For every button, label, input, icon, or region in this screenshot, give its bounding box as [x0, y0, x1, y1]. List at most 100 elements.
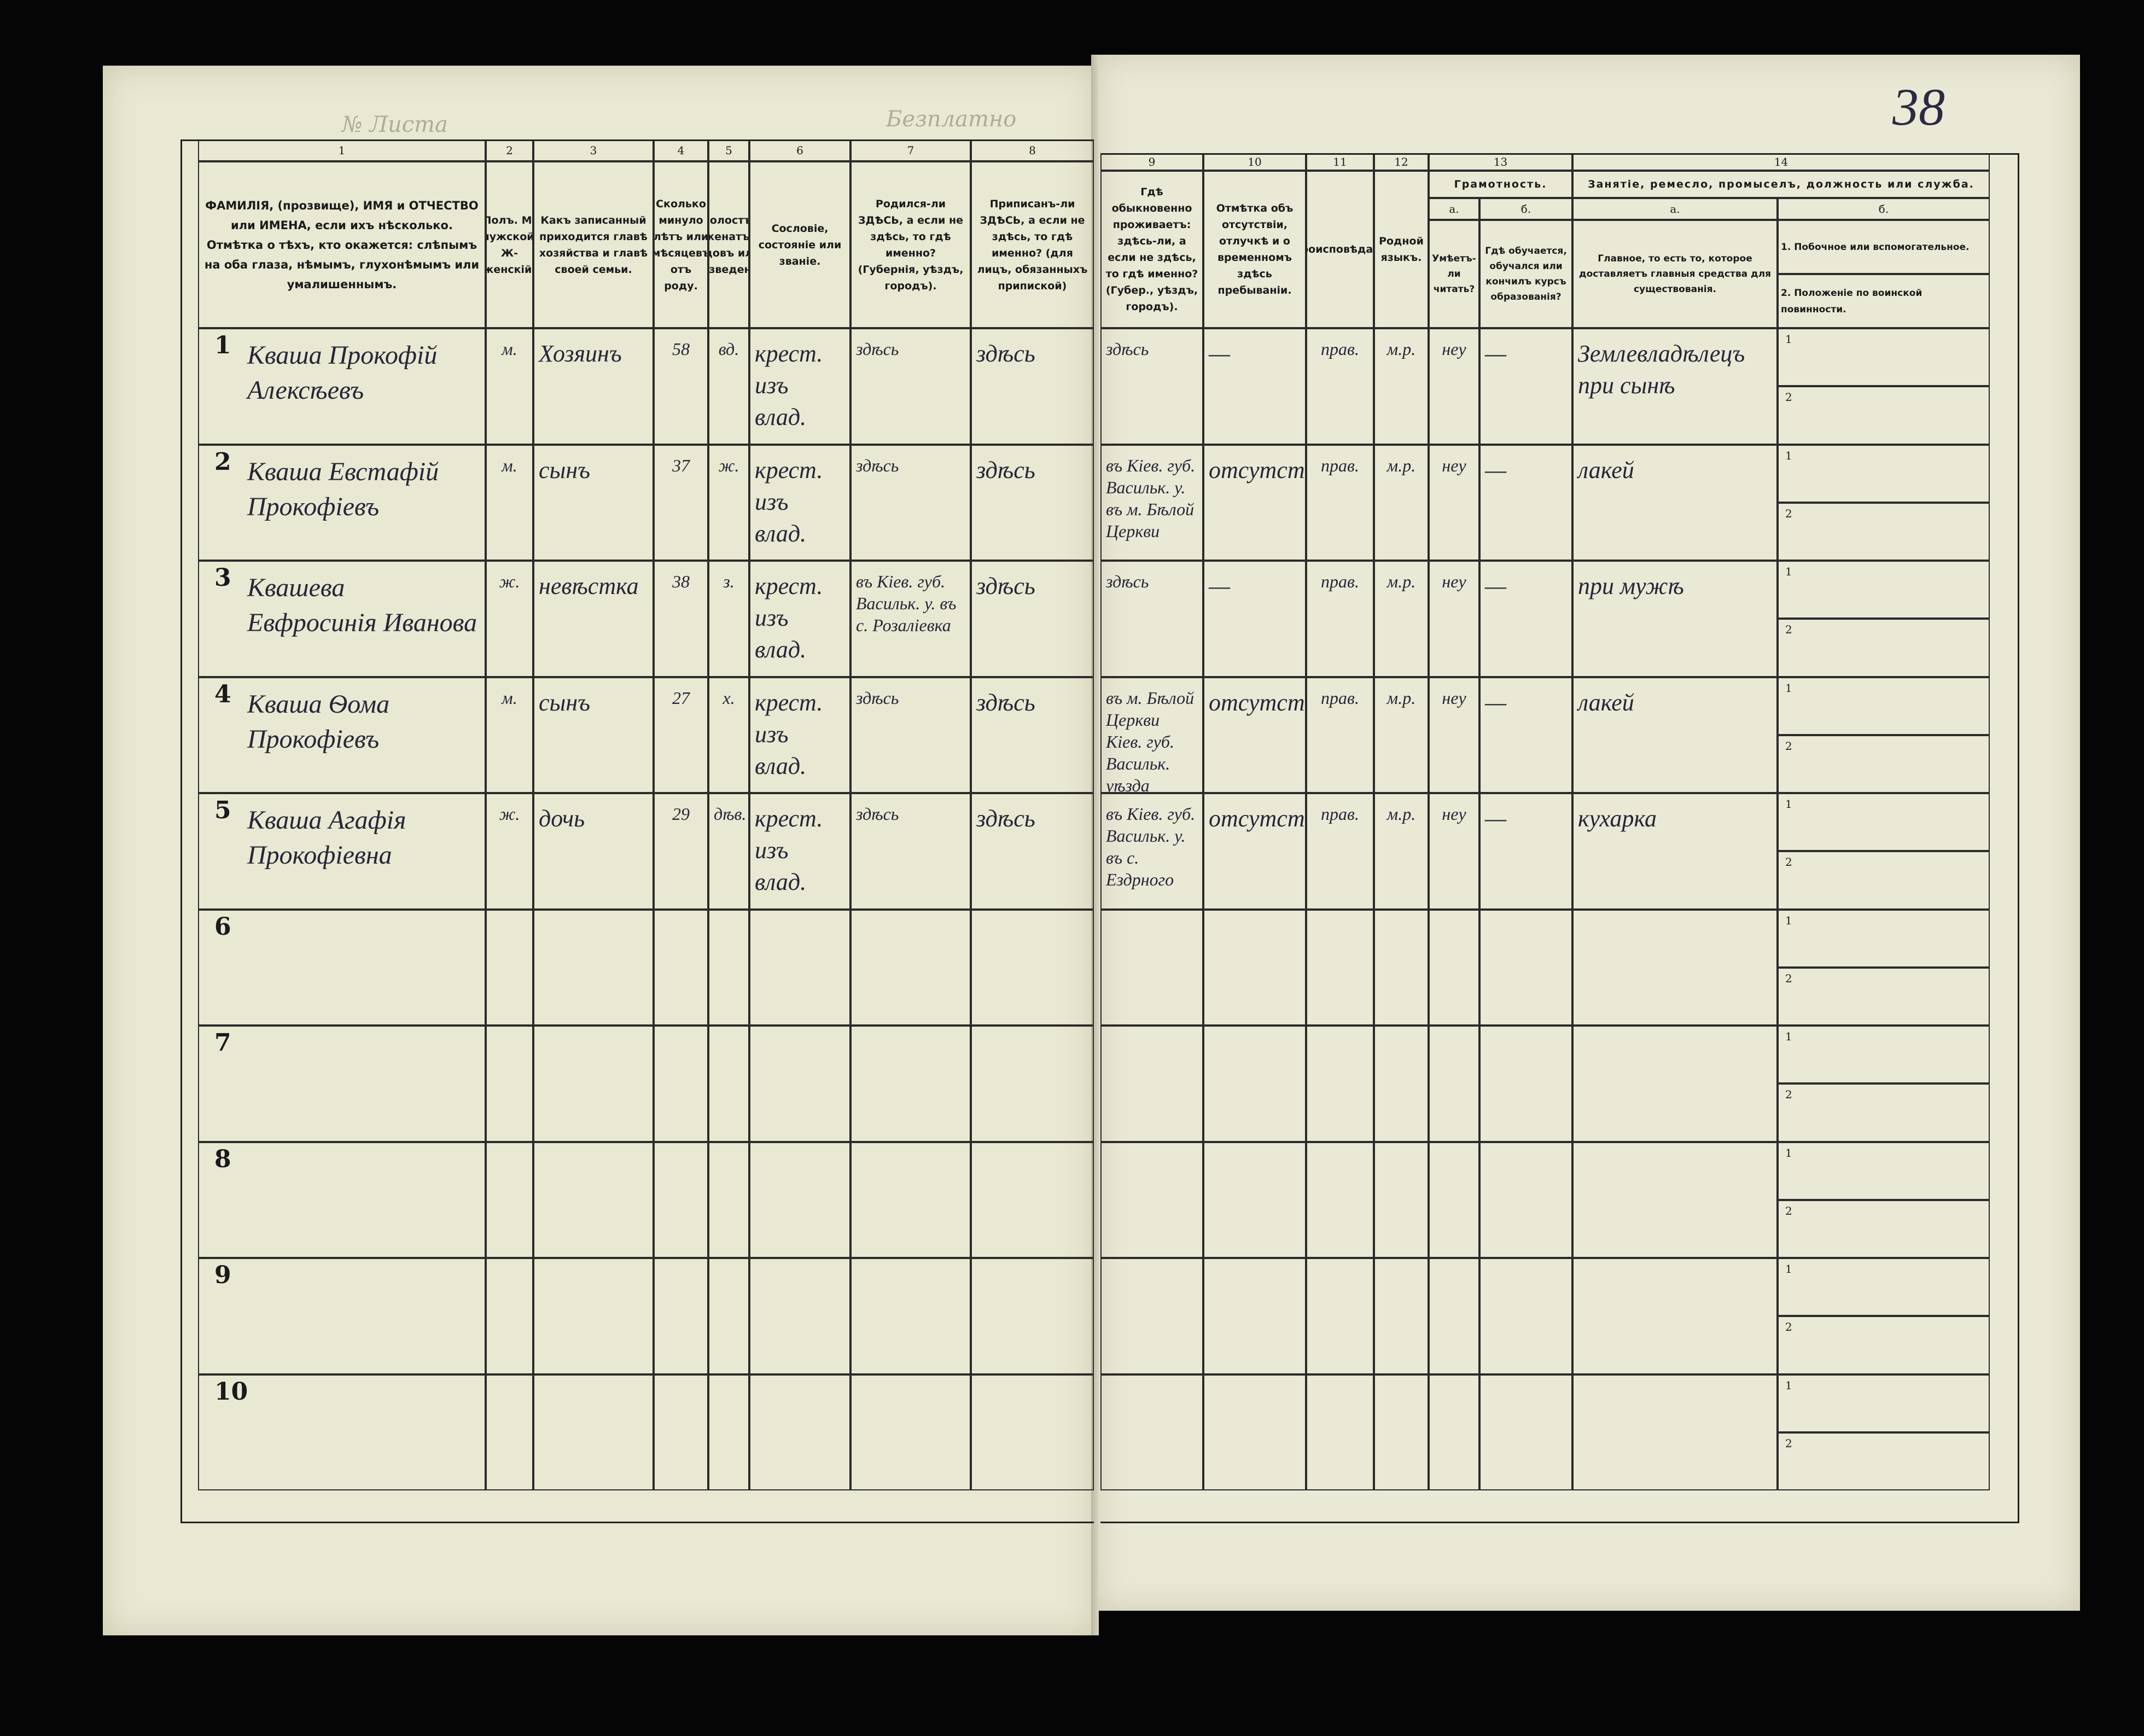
sub-column-letter: б.: [1479, 198, 1572, 220]
table-cell: [971, 1026, 1094, 1142]
sub-column-header: Гдѣ обучается, обучался или кончилъ курс…: [1479, 220, 1572, 328]
column-header: Сколько минуло лѣтъ или мѣсяцевъ отъ род…: [654, 161, 708, 328]
handwritten-entry: здѣсь: [976, 805, 1035, 832]
table-cell: [1778, 444, 1990, 503]
page-number: 38: [1892, 78, 1945, 136]
column-header: Сословіе, состояніе или званіе.: [749, 161, 850, 328]
table-cell: [654, 677, 708, 793]
table-cell: [708, 444, 749, 561]
table-cell: [1778, 967, 1990, 1026]
sub-row-label: 2: [1785, 855, 1792, 869]
table-cell: [1374, 1141, 1429, 1258]
table-cell: [654, 1141, 708, 1258]
table-cell: [1100, 909, 1203, 1026]
column-header: Приписанъ-ли ЗДѢСЬ, а если не здѣсь, то …: [971, 161, 1094, 328]
sub-row-label: 2: [1785, 739, 1792, 753]
table-cell: [654, 1026, 708, 1142]
table-cell: [708, 793, 749, 910]
table-cell: [971, 1258, 1094, 1374]
handwritten-entry: м.р.: [1386, 688, 1416, 708]
handwritten-entry: 58: [672, 339, 690, 359]
sub-row-label: 1: [1785, 1146, 1792, 1160]
table-cell: [1374, 793, 1429, 910]
handwritten-entry: —: [1485, 689, 1507, 716]
table-cell: [971, 909, 1094, 1026]
sub-row-label: 1: [1785, 448, 1792, 462]
sub-column-letter: а.: [1429, 198, 1479, 220]
table-cell: [971, 793, 1094, 910]
table-cell: [1572, 793, 1778, 910]
table-cell: [1203, 1374, 1306, 1490]
table-cell: [1479, 1258, 1572, 1374]
sub-column-header: Главное, то есть то, которое доставляетъ…: [1572, 220, 1778, 328]
row-number: 10: [214, 1377, 248, 1406]
table-cell: [1306, 1141, 1374, 1258]
table-cell: [654, 909, 708, 1026]
row-number: 2: [214, 447, 231, 476]
table-cell: [1479, 561, 1572, 677]
sheet-number-label: № Листа: [342, 112, 448, 137]
table-cell: [708, 677, 749, 793]
table-cell: [1778, 561, 1990, 619]
table-cell: [1479, 1026, 1572, 1142]
table-cell: [1778, 677, 1990, 735]
handwritten-entry: отсутст.: [1209, 689, 1306, 716]
handwritten-entry: здѣсь: [1106, 572, 1149, 591]
table-cell: [749, 1026, 850, 1142]
table-cell: [1203, 793, 1306, 910]
table-cell: [1306, 909, 1374, 1026]
handwritten-entry: здѣсь: [856, 804, 899, 824]
handwritten-entry: дѣв.: [714, 804, 747, 824]
handwritten-entry: неу: [1442, 339, 1466, 359]
table-cell: [1100, 328, 1203, 445]
table-cell: [198, 1026, 486, 1142]
table-cell: [1306, 561, 1374, 677]
table-cell: [1479, 909, 1572, 1026]
table-cell: [1429, 444, 1479, 561]
column-header: Грамотность.: [1429, 171, 1572, 198]
handwritten-entry: неу: [1442, 455, 1466, 475]
table-cell: [1203, 1258, 1306, 1374]
table-cell: [971, 328, 1094, 445]
table-cell: [850, 1026, 971, 1142]
table-cell: [850, 1374, 971, 1490]
table-cell: [533, 793, 654, 910]
handwritten-entry: 27: [672, 688, 690, 708]
table-cell: [749, 909, 850, 1026]
table-cell: [708, 328, 749, 445]
table-cell: [850, 328, 971, 445]
handwritten-entry: неу: [1442, 572, 1466, 591]
table-cell: [1778, 1432, 1990, 1490]
table-cell: [1778, 502, 1990, 561]
handwritten-entry: Квашева Евфросинія Иванова: [247, 573, 477, 637]
table-cell: [971, 1374, 1094, 1490]
table-cell: [1778, 386, 1990, 445]
table-cell: [749, 1141, 850, 1258]
table-cell: [533, 444, 654, 561]
table-cell: [1306, 1026, 1374, 1142]
table-cell: [654, 444, 708, 561]
table-cell: [1572, 677, 1778, 793]
table-cell: [1778, 1374, 1990, 1432]
row-number: 6: [214, 912, 231, 941]
table-cell: [971, 677, 1094, 793]
table-cell: [1572, 1374, 1778, 1490]
table-cell: [1572, 1026, 1778, 1142]
table-cell: [971, 1141, 1094, 1258]
table-cell: [1100, 677, 1203, 793]
column-header: Гдѣ обыкновенно проживаетъ: здѣсь-ли, а …: [1100, 171, 1203, 328]
handwritten-entry: —: [1209, 340, 1231, 367]
table-cell: [1203, 677, 1306, 793]
sub-row-label: 1: [1785, 1378, 1792, 1392]
table-cell: [850, 677, 971, 793]
sub-row-label: 1: [1785, 681, 1792, 695]
column-header: Какъ записанный приходится главѣ хозяйст…: [533, 161, 654, 328]
table-cell: [1374, 1258, 1429, 1374]
table-cell: [198, 1258, 486, 1374]
table-cell: [1306, 1374, 1374, 1490]
sub-row-label: 1: [1785, 797, 1792, 811]
right-page: [1096, 55, 2080, 1611]
table-cell: [708, 1141, 749, 1258]
column-header: Отмѣтка объ отсутствіи, отлучкѣ и о врем…: [1203, 171, 1306, 328]
table-cell: [1203, 1026, 1306, 1142]
